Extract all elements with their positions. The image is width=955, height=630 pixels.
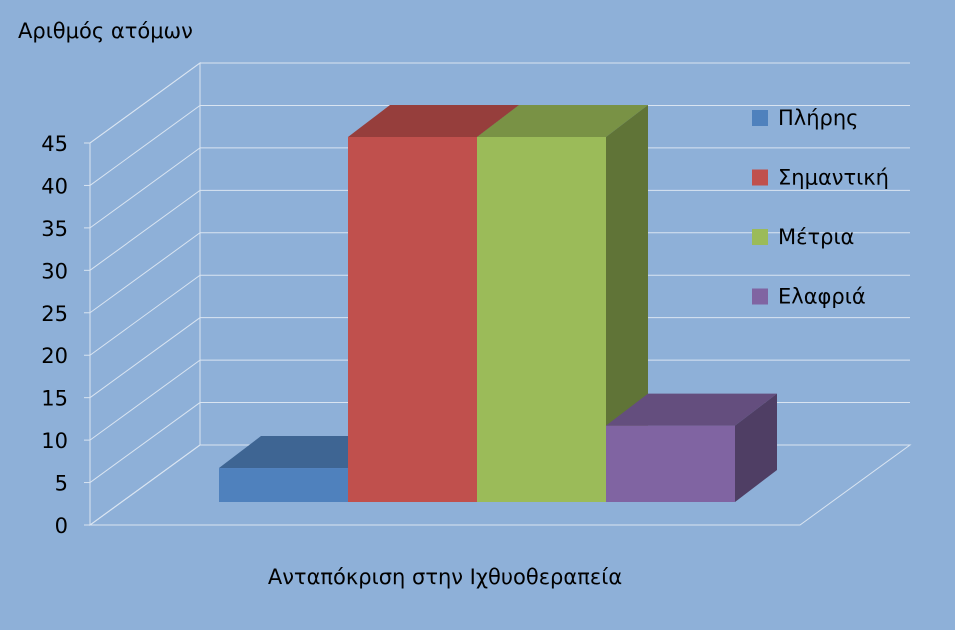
legend-swatch (752, 169, 768, 186)
grid-line (89, 274, 910, 356)
legend-swatch (752, 110, 768, 126)
y-tick-label: 10 (41, 429, 68, 453)
y-tick-label: 25 (41, 302, 68, 326)
legend-label: Πλήρης (778, 106, 859, 130)
bar (477, 136, 606, 502)
bar-side (735, 393, 777, 502)
x-tick-label: Ανταπόκριση στην Ιχθυοθεραπεία (268, 565, 622, 589)
bar-top (219, 436, 390, 469)
legend-label: Ελαφριά (778, 285, 866, 309)
legend-swatch (752, 229, 768, 245)
legend-swatch (752, 288, 768, 305)
bar-top (348, 104, 519, 137)
grid-line (89, 104, 910, 186)
y-tick-label: 5 (55, 472, 68, 496)
legend-label: Σημαντική (778, 166, 889, 190)
grid-line (89, 147, 910, 229)
bar (606, 425, 735, 502)
grid-line (89, 232, 910, 314)
y-tick-label: 20 (41, 344, 68, 368)
y-tick-label: 45 (41, 132, 68, 156)
y-axis-title: Αριθμός ατόμων (18, 19, 193, 43)
y-tick-label: 0 (55, 514, 68, 538)
bar (348, 136, 477, 502)
grid-line (89, 62, 910, 144)
bar (219, 468, 348, 502)
grid-line (89, 359, 910, 441)
y-tick-label: 40 (41, 174, 68, 198)
y-tick-label: 35 (41, 217, 68, 241)
y-tick-label: 30 (41, 259, 68, 283)
bar-top (477, 104, 648, 137)
grid-line (89, 317, 910, 399)
bar-top (606, 393, 777, 426)
legend-label: Μέτρια (778, 225, 854, 249)
y-tick-label: 15 (41, 387, 68, 411)
grid-line (89, 189, 910, 271)
